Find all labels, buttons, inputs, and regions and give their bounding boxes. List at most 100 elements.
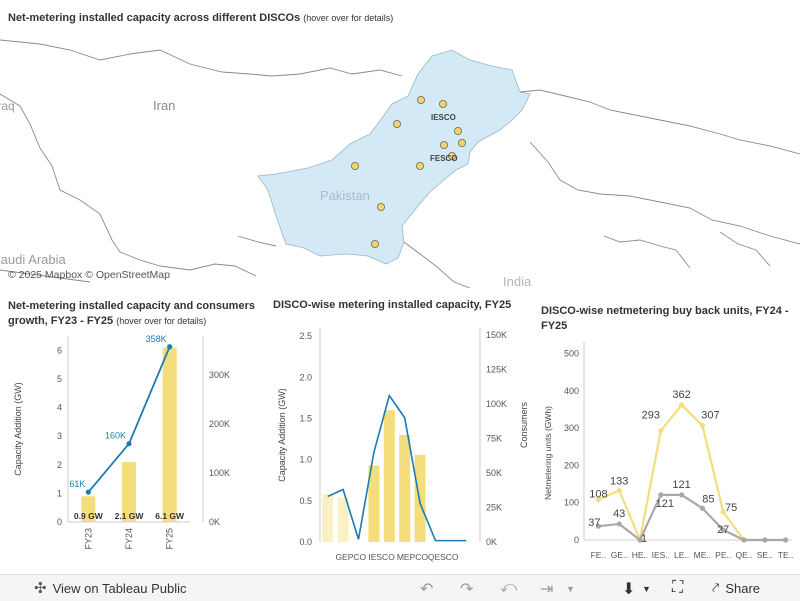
disco-title: DISCO-wise metering installed capacity, …: [273, 299, 511, 311]
y-axis-title: Capacity Addition (GW): [13, 382, 23, 476]
map-title-text: Net-metering installed capacity across d…: [8, 12, 300, 24]
consumers-point: [86, 490, 91, 495]
bar-value-label: 6.1 GW: [155, 511, 185, 521]
map-label-india: India: [503, 274, 532, 288]
y2-tick-label: 125K: [486, 364, 507, 374]
x-tick-label: FE..: [591, 550, 607, 560]
y2-tick-label: 75K: [486, 433, 502, 443]
y-tick-label: 100: [564, 498, 579, 508]
map-attribution: © 2025 Mapbox © OpenStreetMap: [8, 269, 170, 281]
x-tick-label: QE..: [735, 550, 752, 560]
series-point-2: [741, 537, 746, 542]
x-tick-label: SE..: [757, 550, 773, 560]
series-point-2: [700, 506, 705, 511]
map-hint: (hover over for details): [303, 13, 393, 23]
series-line-2: [598, 495, 785, 540]
y2-tick-label: 200K: [209, 419, 230, 429]
map-city-label-fesco: FESCO: [430, 154, 458, 163]
revert-icon[interactable]: ⤺: [500, 579, 517, 597]
growth-title-line2: growth, FY23 - FY25: [8, 315, 113, 327]
fullscreen-icon[interactable]: ⛶: [672, 579, 683, 597]
disco-capacity-chart[interactable]: 0.00.51.01.52.02.50K25K50K75K100K125K150…: [268, 316, 536, 574]
view-on-tableau-label: View on Tableau Public: [53, 581, 187, 596]
x-tick-label: MEPCO: [397, 552, 429, 562]
y-axis-title: Capacity Addition (GW): [277, 388, 287, 482]
growth-hint: (hover over for details): [116, 316, 206, 326]
map-view[interactable]: Iran Pakistan India Iraq Saudi Arabia IE…: [0, 30, 800, 288]
buyback-title: DISCO-wise netmetering buy back units, F…: [541, 304, 789, 334]
map-label-iran: Iran: [153, 98, 175, 113]
consumers-value-label: 160K: [105, 431, 126, 441]
y2-tick-label: 0K: [486, 537, 497, 547]
y-tick-label: 2.0: [299, 372, 312, 382]
value-label: 362: [672, 389, 690, 401]
undo-icon[interactable]: ↶: [420, 579, 433, 599]
y2-tick-label: 25K: [486, 502, 502, 512]
x-tick-label: FY25: [165, 528, 175, 550]
map-city-label-iesco: IESCO: [431, 113, 456, 122]
growth-title-line1: Net-metering installed capacity and cons…: [8, 299, 255, 314]
y-tick-label: 5: [57, 374, 62, 384]
consumers-value-label: 61K: [69, 479, 85, 489]
value-label: 293: [642, 410, 660, 422]
series-point-1: [617, 488, 622, 493]
x-tick-label: FY24: [124, 528, 134, 550]
value-label: 108: [589, 489, 607, 501]
view-on-tableau-button[interactable]: ✣ View on Tableau Public: [34, 575, 187, 601]
pause-icon[interactable]: ⇥: [540, 579, 553, 599]
y-tick-label: 1.0: [299, 455, 312, 465]
x-tick-label: IESCO: [368, 552, 395, 562]
bar-value-label: 2.1 GW: [115, 511, 145, 521]
map-title: Net-metering installed capacity across d…: [8, 12, 393, 24]
bar: [322, 494, 333, 542]
value-label: 133: [610, 475, 628, 487]
value-label: 37: [588, 517, 600, 529]
y2-tick-label: 100K: [209, 468, 230, 478]
series-point-2: [679, 492, 684, 497]
y-tick-label: 3: [57, 431, 62, 441]
bar: [384, 410, 395, 542]
bar: [163, 347, 177, 522]
y-tick-label: 4: [57, 403, 62, 413]
x-tick-label: FY23: [83, 528, 93, 550]
share-label: Share: [725, 581, 760, 596]
y-tick-label: 6: [57, 345, 62, 355]
y-tick-label: 1: [57, 488, 62, 498]
value-label: 1: [641, 533, 647, 545]
map-label-iraq: Iraq: [0, 99, 15, 113]
series-point-2: [783, 537, 788, 542]
y-tick-label: 2: [57, 460, 62, 470]
y-tick-label: 0.5: [299, 496, 312, 506]
y2-axis-title: Consumers: [519, 401, 529, 448]
y-tick-label: 2.5: [299, 331, 312, 341]
y-tick-label: 0: [574, 535, 579, 545]
chevron-down-icon[interactable]: ▼: [642, 584, 651, 594]
series-point-1: [658, 428, 663, 433]
series-point-2: [762, 537, 767, 542]
y-tick-label: 0.0: [299, 537, 312, 547]
value-label: 27: [717, 524, 729, 536]
x-tick-label: LE..: [674, 550, 689, 560]
redo-icon[interactable]: ↷: [460, 579, 473, 599]
download-icon[interactable]: ⬇: [622, 579, 635, 599]
series-line-1: [598, 405, 785, 540]
y2-tick-label: 300K: [209, 370, 230, 380]
series-point-1: [679, 402, 684, 407]
map-label-saudi: Saudi Arabia: [0, 252, 66, 267]
series-point-2: [658, 492, 663, 497]
y2-tick-label: 50K: [486, 468, 502, 478]
bar: [399, 435, 410, 542]
y-tick-label: 200: [564, 460, 579, 470]
share-button[interactable]: ⤤ Share: [712, 575, 760, 601]
x-tick-label: QESCO: [428, 552, 459, 562]
bar: [415, 455, 426, 542]
consumers-point: [126, 441, 131, 446]
y2-tick-label: 150K: [486, 330, 507, 340]
buyback-title-line2: FY25: [541, 319, 789, 334]
x-tick-label: PE..: [715, 550, 731, 560]
chevron-down-icon[interactable]: ▼: [566, 584, 575, 594]
y-tick-label: 1.5: [299, 414, 312, 424]
value-label: 75: [725, 502, 737, 514]
